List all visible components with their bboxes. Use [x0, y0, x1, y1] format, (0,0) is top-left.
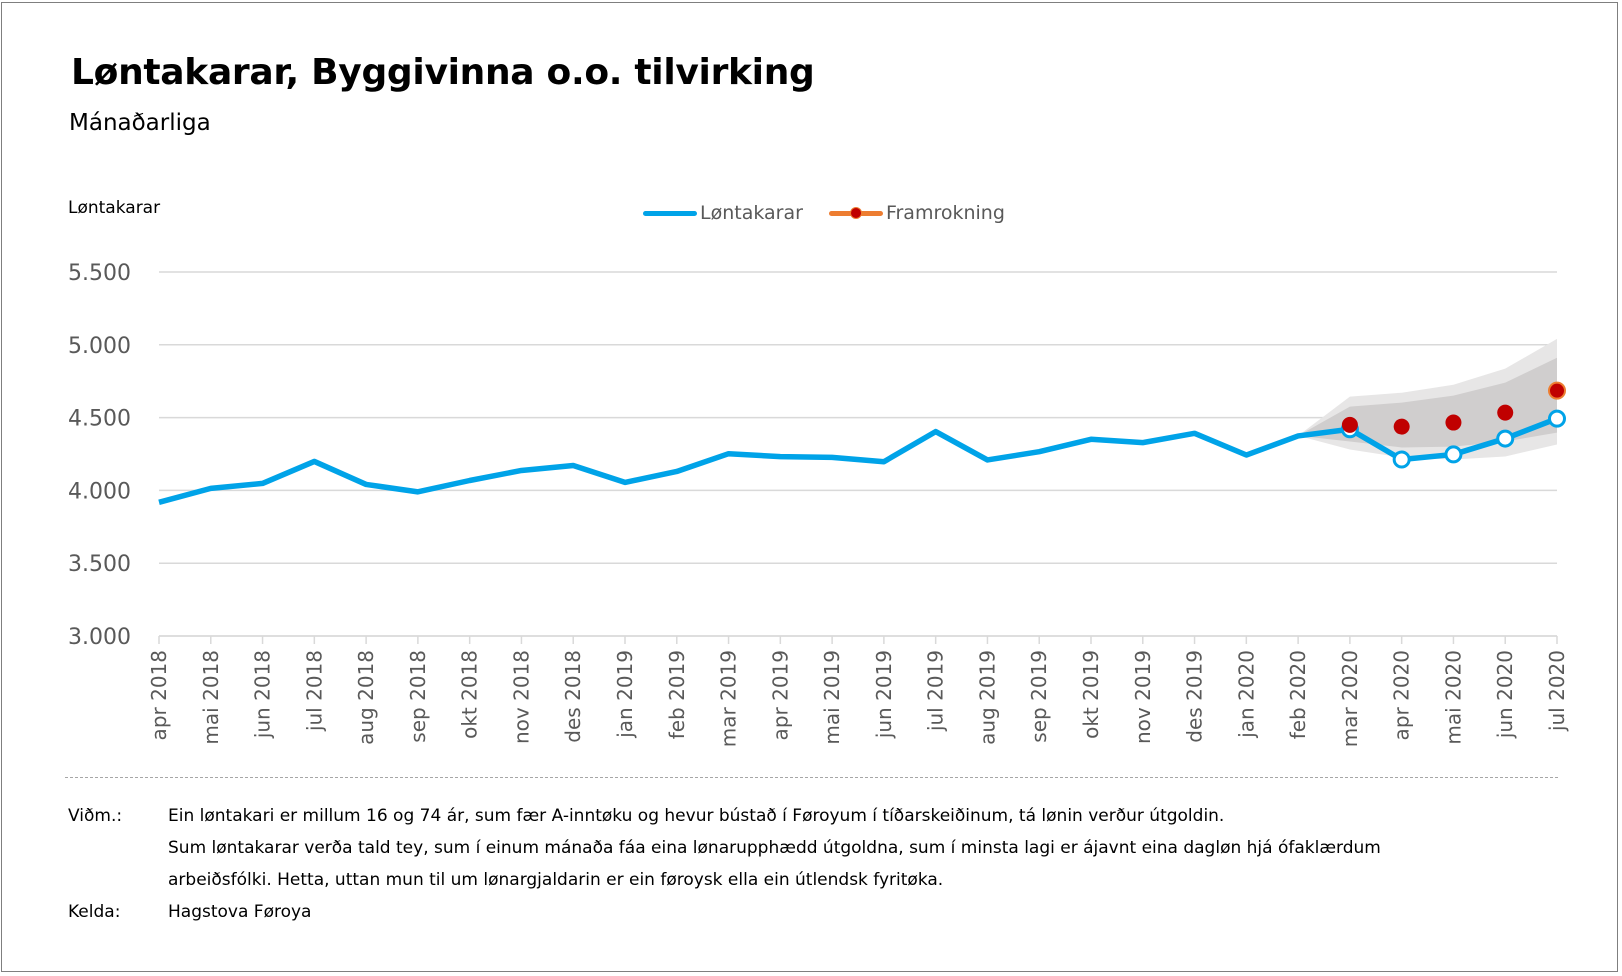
x-tick-label: okt 2018: [458, 650, 482, 739]
y-tick-label: 4.000: [68, 479, 131, 504]
legend-item-lontakarar[interactable]: Løntakarar: [643, 202, 803, 224]
line-swatch-icon: [643, 210, 697, 216]
y-tick-label: 4.500: [68, 407, 131, 432]
x-tick-label: mar 2020: [1338, 650, 1362, 747]
legend-label: Løntakarar: [700, 202, 803, 224]
x-tick-label: mar 2019: [717, 650, 741, 747]
x-tick-label: mai 2020: [1441, 650, 1465, 745]
x-tick-label: mai 2018: [199, 650, 223, 745]
legend-item-framrokning[interactable]: Framrokning: [828, 202, 1005, 224]
x-tick-label: jun 2020: [1493, 650, 1517, 739]
forecast-point: [1497, 404, 1514, 421]
marker-dot-icon: [849, 206, 862, 219]
x-tick-label: apr 2019: [768, 650, 792, 740]
inner-confidence-band: [1298, 357, 1557, 448]
x-tick-label: jun 2018: [251, 650, 275, 739]
x-tick-label: aug 2018: [354, 650, 378, 745]
x-axis: apr 2018 mai 2018 jun 2018 jul 2018 aug 2018…: [147, 635, 1569, 747]
x-tick-label: mai 2019: [820, 650, 844, 745]
legend: Løntakarar Framrokning: [643, 200, 1031, 226]
y-tick-label: 3.000: [68, 625, 131, 650]
x-tick-label: feb 2019: [665, 650, 689, 739]
x-tick-label: apr 2018: [147, 650, 171, 740]
data-series: [158, 381, 1566, 505]
chart-subtitle: Mánaðarliga: [69, 110, 211, 136]
forecast-point: [1393, 418, 1410, 435]
notes-section: Viðm.: Ein løntakari er millum 16 og 74 …: [68, 800, 1381, 928]
note-row: Viðm.: Ein løntakari er millum 16 og 74 …: [68, 800, 1381, 896]
lontakarar-point: [1496, 429, 1515, 448]
forecast-point: [1445, 414, 1462, 431]
note-text: Ein løntakari er millum 16 og 74 ár, sum…: [168, 800, 1381, 896]
x-tick-label: des 2018: [561, 650, 585, 743]
x-tick-label: jul 2020: [1545, 650, 1569, 732]
x-tick-label: apr 2020: [1390, 650, 1414, 740]
source-label: Kelda:: [68, 902, 121, 922]
line-marker-swatch-icon: [828, 206, 883, 219]
x-tick-label: jan 2019: [613, 650, 637, 739]
lontakarar-line: [158, 416, 1558, 505]
forecast-point: [1548, 381, 1566, 400]
y-tick-label: 3.500: [68, 552, 131, 577]
note-line: arbeiðsfólki. Hetta, uttan mun til um lø…: [168, 870, 944, 890]
x-tick-label: feb 2020: [1286, 650, 1310, 739]
forecast-point: [1341, 416, 1358, 433]
note-line: Ein løntakari er millum 16 og 74 ár, sum…: [168, 806, 1225, 826]
source-row: Kelda: Hagstova Føroya: [68, 896, 1381, 928]
lontakarar-point: [1392, 450, 1411, 469]
x-tick-label: okt 2019: [1079, 650, 1103, 739]
chart-title: Løntakarar, Byggivinna o.o. tilvirking: [71, 52, 815, 93]
y-axis-label: Løntakarar: [68, 198, 161, 218]
legend-label: Framrokning: [885, 202, 1005, 224]
x-tick-label: des 2019: [1183, 650, 1207, 743]
lontakarar-point: [1548, 409, 1566, 428]
note-label: Viðm.:: [68, 806, 123, 826]
y-axis-ticks: 3.000 3.500 4.000 4.500 5.000 5.500: [68, 261, 131, 650]
x-tick-label: aug 2019: [975, 650, 999, 745]
notes-divider: [65, 777, 1558, 778]
x-tick-label: jul 2019: [924, 650, 948, 732]
x-tick-label: sep 2019: [1027, 650, 1051, 743]
forecast-bands: [1298, 338, 1557, 460]
x-tick-label: jan 2020: [1234, 650, 1258, 739]
x-tick-label: nov 2018: [509, 650, 533, 744]
note-line: Sum løntakarar verða tald tey, sum í ein…: [168, 838, 1381, 858]
x-tick-label: jul 2018: [302, 650, 326, 732]
gridlines: [159, 271, 1557, 637]
y-tick-label: 5.000: [68, 334, 131, 359]
x-tick-label: jun 2019: [872, 650, 896, 739]
source-value: Hagstova Føroya: [168, 902, 312, 922]
x-tick-label: nov 2019: [1131, 650, 1155, 744]
x-tick-label: sep 2018: [406, 650, 430, 743]
y-tick-label: 5.500: [68, 261, 131, 286]
lontakarar-point: [1444, 445, 1463, 464]
